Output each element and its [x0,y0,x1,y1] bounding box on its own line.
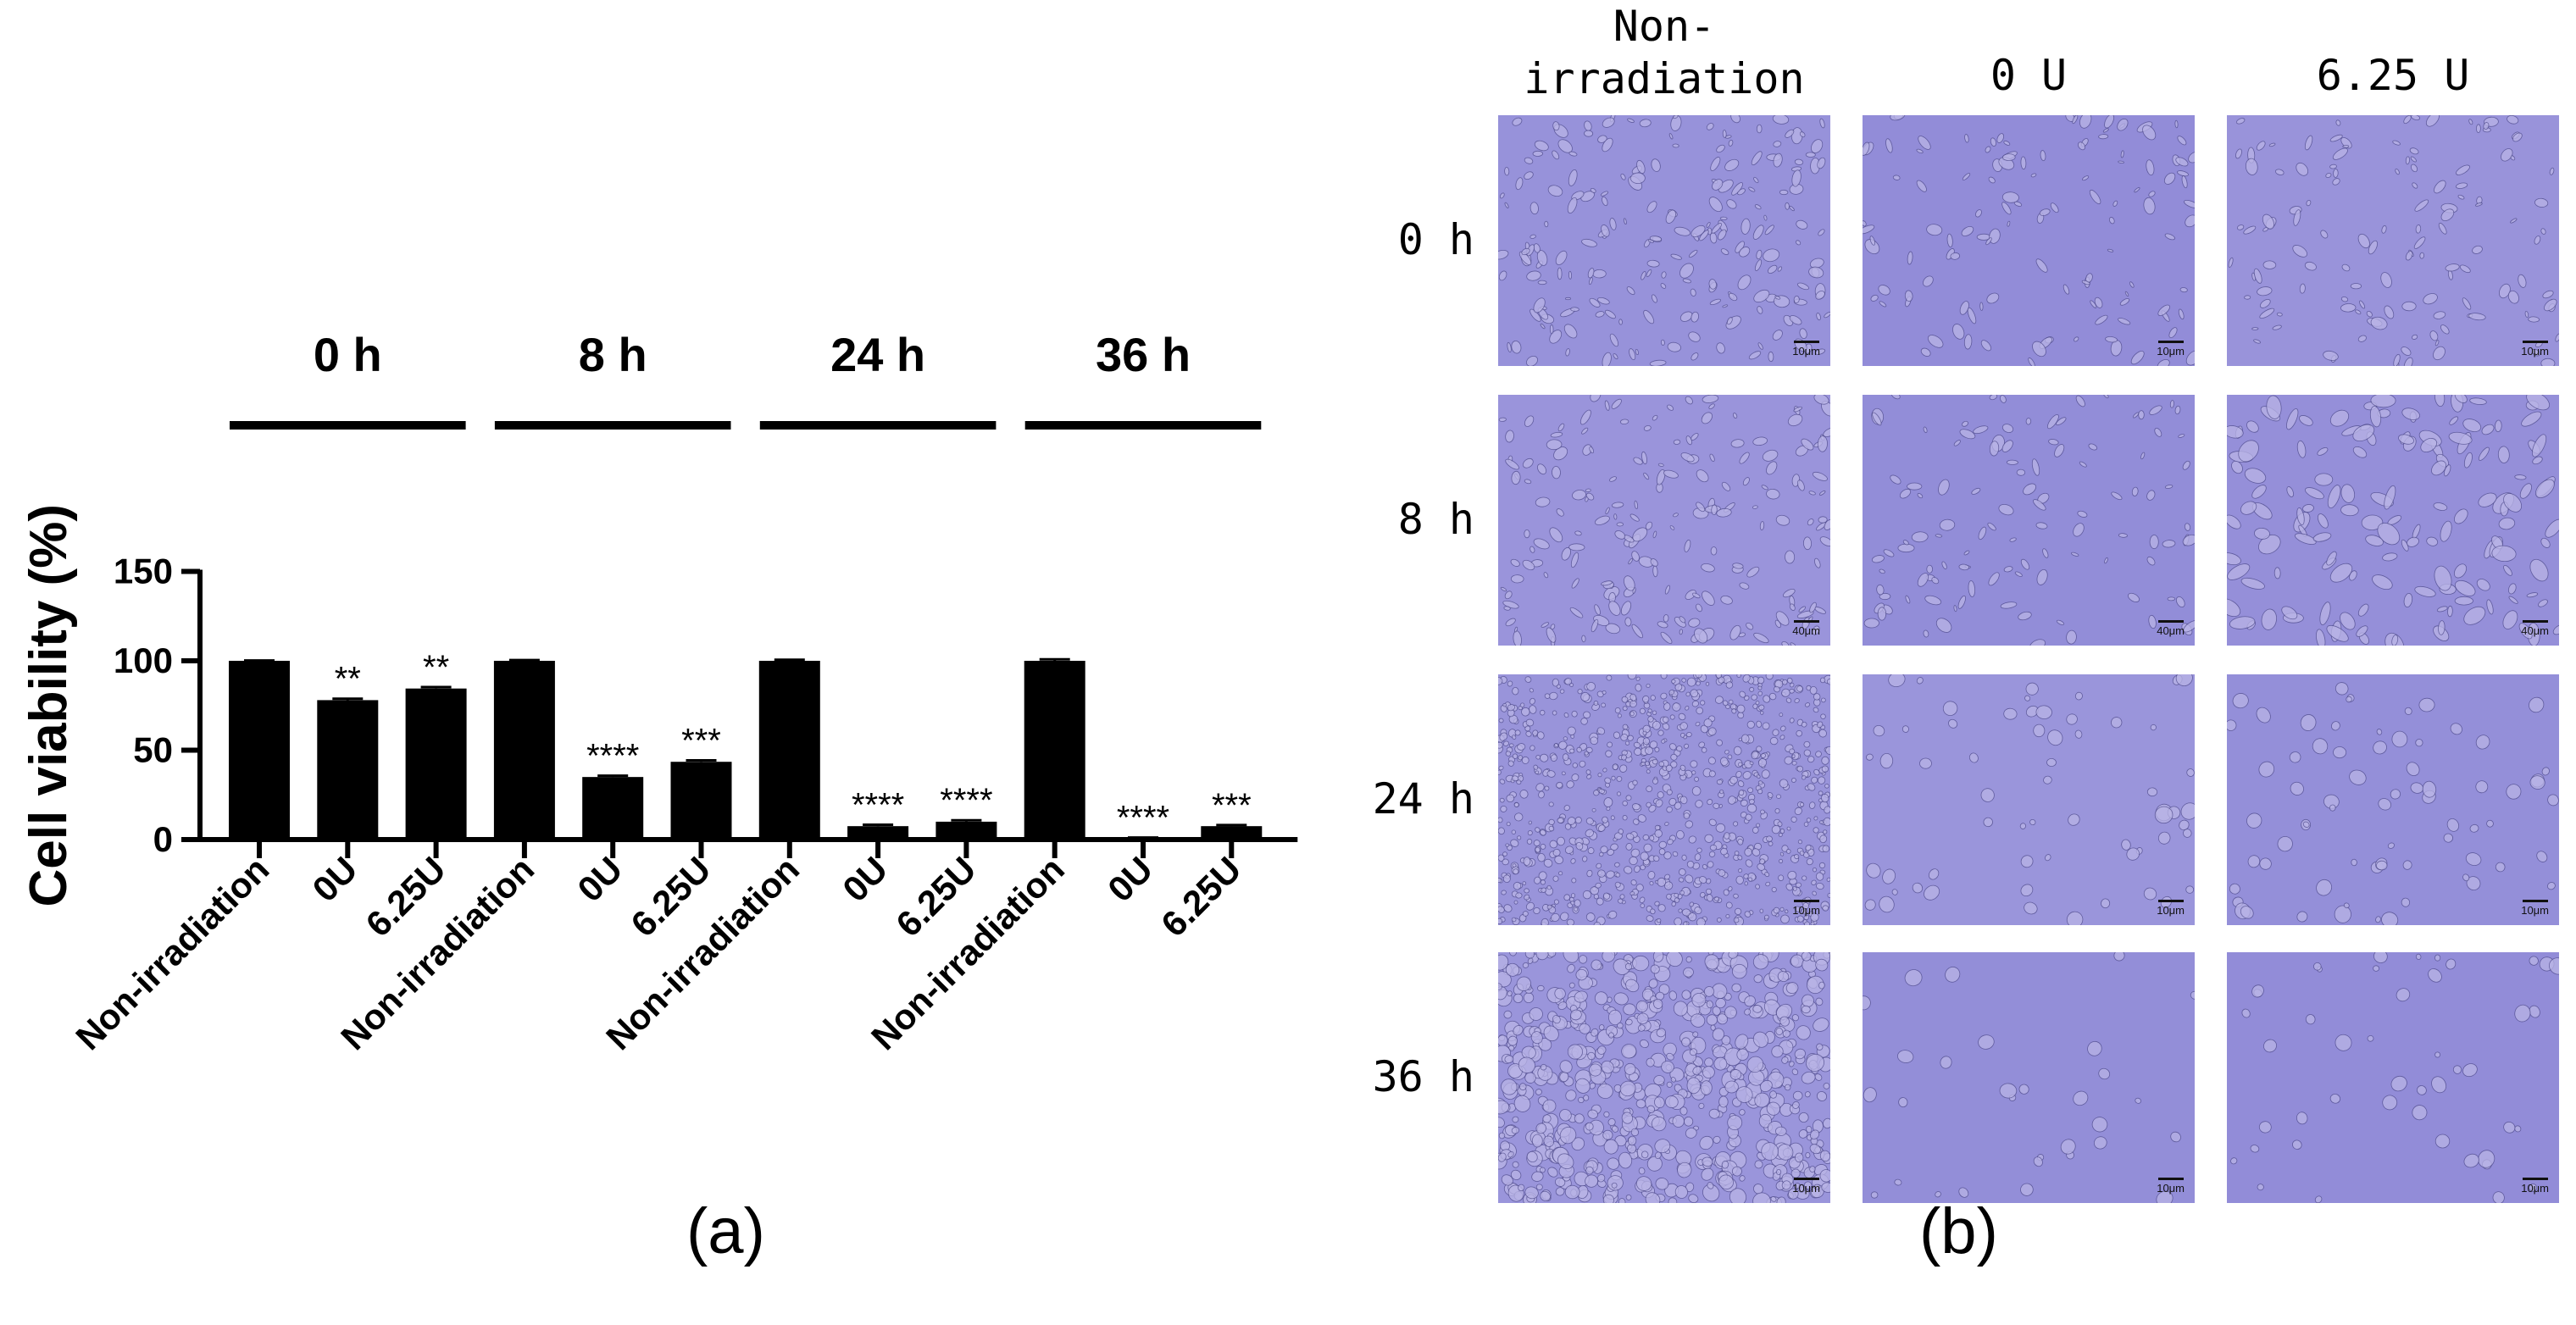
micrograph-image: 10μm [1863,952,2195,1203]
scale-bar: 10μm [1792,341,1820,358]
bar [1201,826,1263,840]
significance-label: **** [1117,800,1169,837]
row-header: 24 h [1372,774,1474,823]
y-tick-label: 150 [114,552,173,591]
scale-bar-label: 10μm [2157,345,2185,358]
scale-bar: 10μm [2521,1178,2549,1195]
row-header: 8 h [1397,495,1474,544]
bar [317,700,379,840]
scale-bar-line [2157,341,2184,343]
x-tick-label: 0U [835,849,895,909]
x-tick-label: 0U [569,849,630,909]
micrograph-image: 10μm [1498,674,1830,925]
significance-label: **** [940,782,992,819]
y-tick-label: 0 [153,819,173,859]
scale-bar-label: 10μm [2521,1182,2549,1195]
scale-bar-line [1793,620,1819,623]
scale-bar-line [2157,1178,2184,1180]
scale-bar-label: 10μm [2157,1182,2185,1195]
significance-label: **** [586,738,639,775]
column-header: Non- irradiation [1524,2,1805,103]
scale-bar-label: 10μm [2157,904,2185,917]
x-tick-label: Non-irradiation [68,849,276,1057]
scale-bar-label: 40μm [2521,624,2549,637]
bar [1024,661,1085,840]
scale-bar: 10μm [2521,900,2549,917]
scale-bar: 40μm [1792,620,1820,637]
group-title: 0 h [314,328,382,381]
micrograph-image: 40μm [2227,395,2559,646]
scale-bar-label: 10μm [1792,1182,1820,1195]
scale-bar-label: 10μm [1792,904,1820,917]
scale-bar-line [2157,620,2184,623]
scale-bar-line [2522,341,2548,343]
bar [229,661,290,840]
scale-bar: 10μm [2521,341,2549,358]
scale-bar-line [1793,1178,1819,1180]
micrograph-image: 10μm [2227,952,2559,1203]
group-title: 36 h [1096,328,1191,381]
scale-bar: 10μm [1792,1178,1820,1195]
column-header: 0 U [1990,51,2068,100]
bar [758,661,820,840]
scale-bar-line [1793,900,1819,902]
group-title: 8 h [579,328,647,381]
bar [935,821,997,840]
y-tick-label: 50 [133,730,173,770]
y-tick-label: 100 [114,640,173,680]
scale-bar: 10μm [1792,900,1820,917]
bar [670,762,732,840]
scale-bar-line [2522,900,2548,902]
panel-label-a: (a) [686,1195,765,1267]
scale-bar-label: 10μm [2521,345,2549,358]
significance-label: *** [681,723,721,760]
y-axis-title: Cell viability (%) [19,504,78,906]
scale-bar: 10μm [2157,900,2185,917]
x-tick-label: 0U [304,849,364,909]
micrograph-image: 10μm [1863,674,2195,925]
scale-bar-line [2157,900,2184,902]
bar [405,688,467,840]
significance-label: ** [335,661,361,698]
micrograph-image: 10μm [2227,674,2559,925]
significance-label: *** [1212,787,1252,824]
micrograph-image: 10μm [1863,115,2195,366]
x-tick-label: 6.25U [1153,849,1248,944]
bar [847,826,909,840]
bar-chart: 0 50 100 150 Cell viability (%)Non-irradiati… [19,328,1298,1057]
column-header: 6.25 U [2316,51,2470,100]
micrograph-image: 10μm [1498,952,1830,1203]
significance-label: ** [423,649,449,686]
bar [582,777,644,840]
x-tick-label: 0U [1100,849,1160,909]
scale-bar: 10μm [2157,341,2185,358]
bar [493,661,555,840]
scale-bar-label: 40μm [1792,624,1820,637]
group-title: 24 h [830,328,925,381]
scale-bar-line [1793,341,1819,343]
scale-bar-line [2522,1178,2548,1180]
scale-bar-label: 10μm [1792,345,1820,358]
micrograph-image: 10μm [2227,115,2559,366]
panel-label-b: (b) [1919,1195,1998,1267]
micrograph-image: 40μm [1863,395,2195,646]
micrograph-image: 10μm [1498,115,1830,366]
micrograph-image: 40μm [1498,395,1830,646]
scale-bar: 40μm [2157,620,2185,637]
row-header: 36 h [1372,1052,1474,1101]
scale-bar-line [2522,620,2548,623]
scale-bar: 10μm [2157,1178,2185,1195]
scale-bar: 40μm [2521,620,2549,637]
scale-bar-label: 10μm [2521,904,2549,917]
scale-bar-label: 40μm [2157,624,2185,637]
row-header: 0 h [1397,215,1474,264]
significance-label: **** [852,786,904,823]
